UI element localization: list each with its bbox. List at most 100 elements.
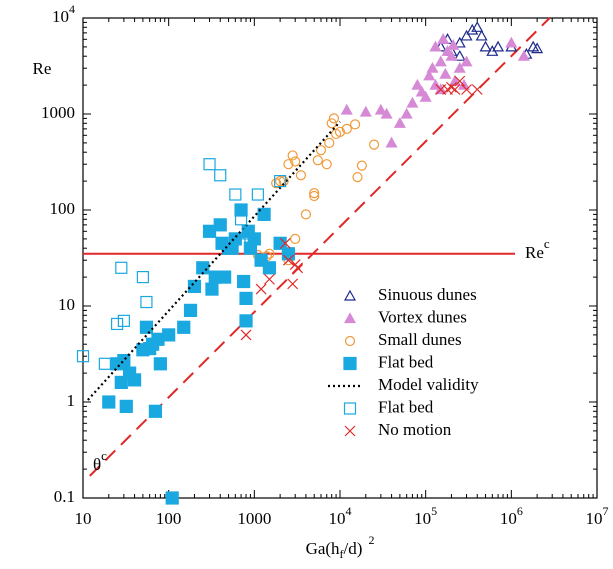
x-tick-label-base: 10: [500, 509, 517, 528]
y-tick-label: 104: [52, 2, 75, 26]
marker: [471, 84, 483, 95]
marker: [187, 279, 202, 294]
y-tick-label-sup: 4: [69, 2, 75, 16]
legend-label: Flat bed: [378, 352, 434, 371]
x-label-rest: /d): [344, 539, 363, 558]
marker: [492, 40, 505, 52]
marker: [374, 103, 387, 115]
marker: [400, 107, 413, 119]
marker: [295, 170, 307, 181]
legend-label: Vortex dunes: [378, 307, 467, 326]
x-tick-label: 106: [500, 504, 523, 528]
marker: [334, 126, 346, 138]
marker: [237, 274, 251, 289]
x-tick-label-sup: 6: [517, 504, 523, 518]
marker: [274, 175, 287, 188]
marker: [282, 254, 294, 266]
legend-label: No motion: [378, 420, 452, 439]
marker: [434, 55, 447, 67]
marker: [273, 236, 287, 250]
legend-label: Flat bed: [378, 397, 434, 416]
marker: [460, 29, 473, 41]
marker: [242, 227, 255, 240]
legend-swatch: [343, 402, 357, 415]
marker: [203, 158, 216, 171]
x-tick-label: 1000: [237, 509, 271, 528]
y-axis-label: Re: [33, 59, 52, 78]
marker: [234, 203, 248, 217]
y-tick-label: 100: [50, 199, 76, 218]
marker: [165, 491, 179, 505]
marker: [257, 207, 271, 221]
marker: [283, 159, 294, 170]
marker: [153, 357, 167, 371]
marker: [453, 36, 466, 48]
marker: [531, 42, 544, 54]
marker: [447, 39, 460, 50]
x-label-sub: f: [340, 547, 344, 561]
marker: [479, 40, 492, 52]
marker: [315, 145, 327, 156]
marker: [309, 187, 320, 199]
marker: [98, 357, 111, 370]
marker: [393, 117, 406, 128]
marker: [205, 282, 219, 296]
plot-frame: [82, 17, 598, 499]
marker: [300, 209, 312, 220]
legend-swatch: [343, 312, 357, 324]
marker: [380, 107, 393, 119]
threshold-label-base: Re: [525, 243, 544, 262]
marker: [385, 136, 398, 148]
marker: [139, 320, 154, 334]
marker: [177, 320, 191, 334]
marker: [290, 156, 301, 167]
marker: [290, 233, 301, 244]
marker: [368, 139, 380, 150]
model-line: [87, 121, 341, 401]
marker: [461, 84, 472, 95]
x-axis-label: Ga(hf/d) 2: [306, 533, 375, 561]
marker: [117, 314, 130, 327]
marker: [287, 278, 299, 290]
marker: [255, 283, 267, 295]
marker: [441, 45, 454, 56]
marker: [110, 317, 124, 331]
y-tick-label-base: 10: [52, 7, 69, 26]
threshold-label: θc: [93, 448, 107, 474]
marker: [341, 123, 352, 134]
marker: [505, 36, 518, 48]
marker: [213, 218, 227, 232]
marker: [423, 69, 436, 81]
marker: [244, 235, 257, 248]
marker: [426, 61, 439, 73]
legend-swatch: [344, 425, 356, 437]
marker: [102, 395, 116, 409]
marker: [162, 328, 176, 342]
marker: [262, 261, 277, 275]
x-tick-label-base: 10: [414, 509, 431, 528]
x-label-base: Ga(h: [306, 539, 340, 558]
marker: [214, 169, 227, 182]
x-tick-label-base: 10: [329, 509, 346, 528]
marker: [415, 85, 428, 97]
marker: [439, 67, 452, 79]
marker: [437, 33, 450, 44]
x-tick-label-sup: 5: [431, 504, 437, 518]
x-tick-label: 105: [414, 504, 437, 528]
marker: [76, 350, 90, 363]
marker: [309, 190, 320, 202]
marker: [279, 237, 291, 249]
marker: [292, 262, 304, 274]
marker: [411, 78, 424, 90]
marker: [229, 188, 242, 201]
marker: [460, 55, 473, 67]
marker: [466, 23, 479, 35]
marker: [324, 137, 335, 148]
y-tick-label: 1: [67, 391, 76, 410]
threshold-label-base: θ: [93, 455, 101, 474]
marker: [251, 188, 264, 201]
marker: [453, 61, 466, 73]
marker: [419, 90, 432, 102]
y-tick-label: 1000: [41, 103, 75, 122]
